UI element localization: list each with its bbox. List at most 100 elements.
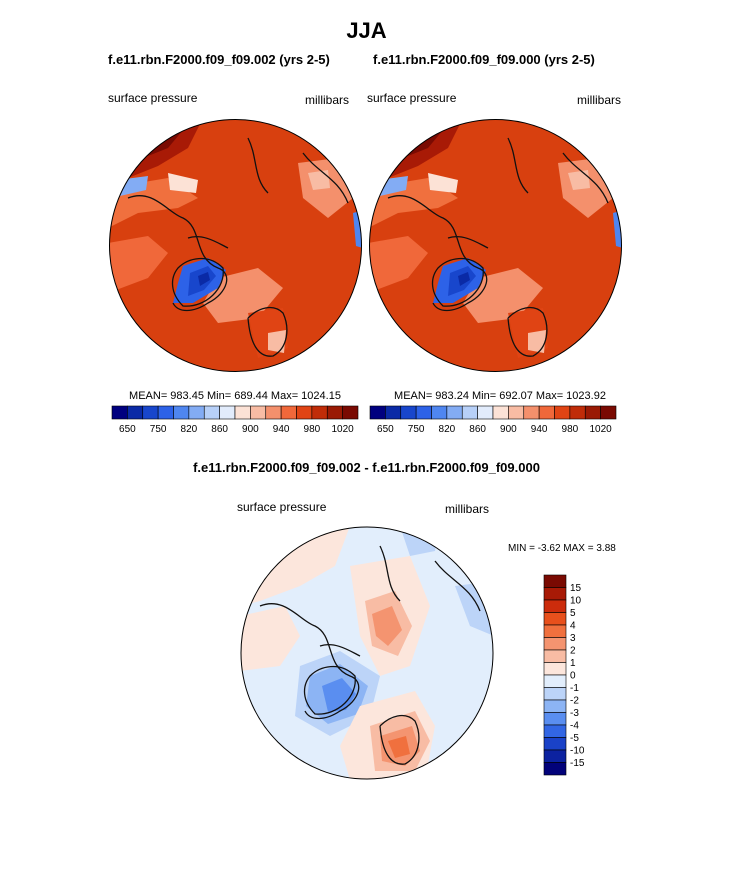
diff-colorbar-swatch [543,637,567,651]
panel1-colorbar-swatch [311,405,328,420]
coastline [379,714,420,765]
field-light-patch [168,173,198,193]
field-orange-patch [109,236,168,293]
panel2-colorbar-tick-label: 900 [500,424,517,435]
diff-colorbar-tick-label: -10 [570,746,585,757]
diff-colorbar-swatch [543,612,567,626]
diff-colorbar-tick-label: -2 [570,696,579,707]
panel1-colorbar-swatch [219,405,236,420]
panel2-colorbar-tick-label: 750 [408,424,425,435]
panel1-colorbar-swatch [188,405,205,420]
panel2-colorbar-swatch [508,405,525,420]
panel2-colorbar-swatch [400,405,417,420]
field-light-patch [308,170,330,190]
panel1-colorbar-swatch [265,405,282,420]
diff-colorbar-swatch [543,737,567,751]
panel2-colorbar-swatch [385,405,402,420]
figure-title: JJA [346,18,387,43]
diff-colorbar-tick-label: 1 [570,658,576,669]
coastline [447,236,489,249]
panel2-colorbar-swatch [523,405,540,420]
diff-colorbar-tick-label: 0 [570,671,576,682]
diff-colorbar-swatch [543,699,567,713]
panel1-colorbar-tick-label: 980 [304,424,321,435]
panel2-colorbar-swatch [461,405,478,420]
panel1-colorbar-swatch [173,405,190,420]
coastline [171,257,224,307]
panel1-case-title: f.e11.rbn.F2000.f09_f09.002 (yrs 2-5) [108,52,330,67]
panel2-colorbar-swatch [446,405,463,420]
panel1-colorbar-swatch [203,405,220,420]
coastline [187,236,229,249]
diff-colorbar-tick-label: -3 [570,708,579,719]
diff-colorbar-swatch [543,762,567,776]
diff-polar-map [240,526,494,780]
panel1-colorbar-swatch [296,405,313,420]
panel1-colorbar-tick-label: 650 [119,424,136,435]
panel1-colorbar-tick-label: 940 [273,424,290,435]
panel1-colorbar-tick-label: 750 [150,424,167,435]
diff-colorbar-tick-label: -5 [570,733,579,744]
diff-colorbar-tick-label: 4 [570,621,576,632]
field-positive [388,736,410,758]
coastline [127,195,228,312]
diff-colorbar-swatch [543,687,567,701]
diff-colorbar-tick-label: 2 [570,646,576,657]
panel2-colorbar-swatch [584,405,601,420]
panel1-units-label: millibars [305,93,350,107]
panel1-colorbar-tick-label: 900 [242,424,259,435]
diff-colorbar-swatch [543,649,567,663]
panel1-polar-map [109,119,362,372]
diff-colorbar-swatch [543,599,567,613]
coastline [562,152,609,204]
panel2-colorbar-swatch [492,405,509,420]
diff-colorbar-tick-label: 10 [570,596,582,607]
panel1-colorbar-swatch [127,405,144,420]
coastline [387,195,488,312]
diff-colorbar-swatch [543,674,567,688]
coastline [259,603,360,720]
panel2-colorbar-tick-label: 650 [377,424,394,435]
panel1-colorbar-swatch [111,405,128,420]
panel1-colorbar-tick-label: 1020 [332,424,355,435]
coastlines [127,137,349,357]
panel2-colorbar-tick-label: 860 [469,424,486,435]
diff-variable-label: surface pressure [237,500,327,514]
map-border [109,119,362,372]
diff-colorbar-swatch [543,662,567,676]
panel1-colorbar-swatch [280,405,297,420]
panel2-case-title: f.e11.rbn.F2000.f09_f09.000 (yrs 2-5) [373,52,595,67]
panel2-colorbar: 650 750 820 860 900 940 980 1020 [369,405,617,435]
coastline [319,644,361,657]
panel1-colorbar-swatch [157,405,174,420]
diff-colorbar-tick-label: 5 [570,608,576,619]
panel2-colorbar-swatch [538,405,555,420]
coastline [247,306,288,357]
coastlines [259,545,481,765]
field-light-patch [568,170,590,190]
diff-minmax: MIN = -3.62 MAX = 3.88 [508,543,616,554]
panel2-colorbar-tick-label: 940 [531,424,548,435]
map-border [369,119,622,372]
coastline [434,560,481,612]
coastline [431,257,484,307]
diff-units-label: millibars [445,502,490,516]
field-positive [241,606,300,671]
panel2-colorbar-tick-label: 820 [439,424,456,435]
panel1-colorbar-tick-label: 820 [181,424,198,435]
field-light-patch [528,330,546,353]
panel2-colorbar-swatch [600,405,617,420]
panel1-colorbar-swatch [326,405,343,420]
diff-colorbar-tick-label: 15 [570,583,582,594]
coastline [507,306,548,357]
diff-colorbar-tick-label: 3 [570,633,576,644]
panel1-stats: MEAN= 983.45 Min= 689.44 Max= 1024.15 [129,390,341,402]
diff-colorbar-swatch [543,724,567,738]
diff-colorbar-swatch [543,624,567,638]
panel1-colorbar-swatch [142,405,159,420]
diff-colorbar-tick-label: -1 [570,683,579,694]
coastline [247,137,269,194]
coastline [507,137,529,194]
coastline [302,152,349,204]
